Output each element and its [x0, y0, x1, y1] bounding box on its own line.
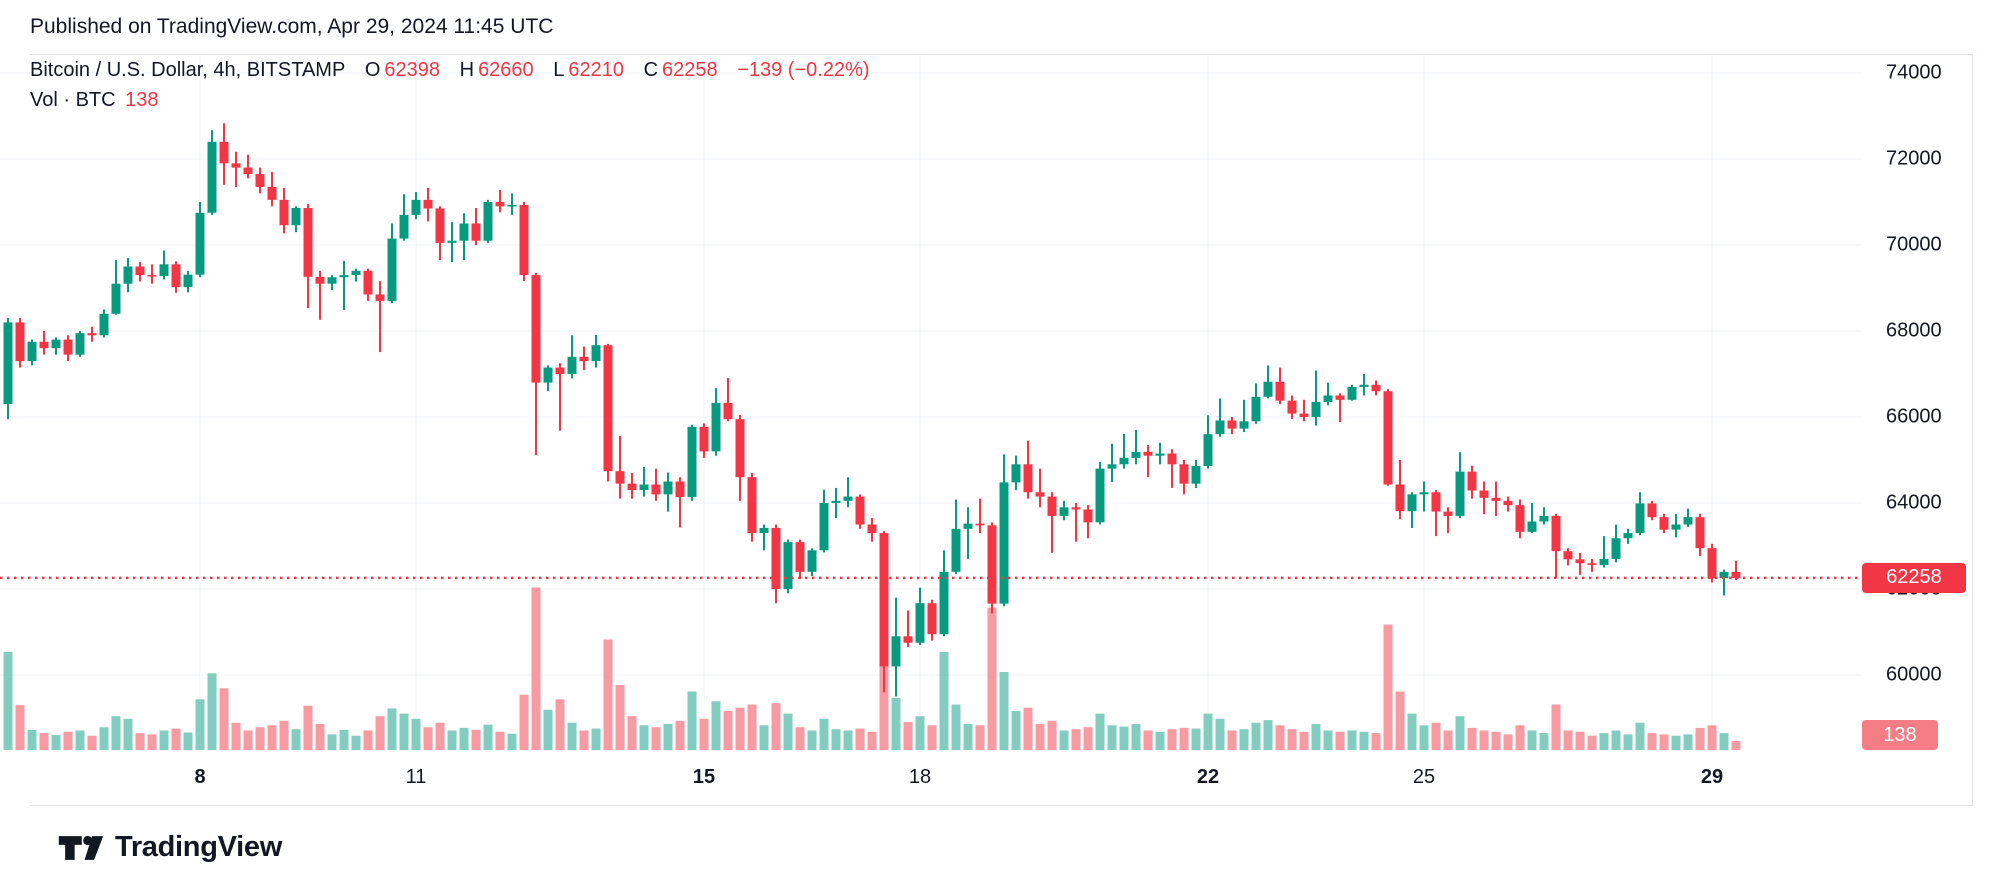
volume-value: 138: [125, 89, 159, 111]
y-axis-label: 68000: [1886, 319, 1942, 342]
chart-top-border: [30, 54, 1972, 55]
published-caption: Published on TradingView.com, Apr 29, 20…: [30, 15, 554, 38]
low-value: 62210: [568, 59, 624, 81]
symbol-title: Bitcoin / U.S. Dollar, 4h, BITSTAMP: [30, 59, 346, 81]
symbol-ohlc-row: Bitcoin / U.S. Dollar, 4h, BITSTAMP O 623…: [30, 59, 874, 82]
x-axis-label: 15: [692, 766, 716, 788]
last-volume-badge: 138: [1862, 720, 1938, 750]
low-label: L: [553, 59, 565, 81]
tradingview-logo-icon: [58, 835, 104, 860]
y-axis-label: 74000: [1886, 61, 1942, 84]
x-axis-label: 8: [194, 766, 206, 788]
volume-row: Vol · BTC 138: [30, 89, 874, 112]
x-axis-label: 29: [1700, 766, 1724, 788]
close-label: C: [643, 59, 659, 81]
open-label: O: [364, 59, 381, 81]
close-value: 62258: [662, 59, 718, 81]
x-axis-label: 25: [1412, 766, 1436, 788]
y-axis-label: 60000: [1886, 663, 1942, 686]
y-axis-label: 66000: [1886, 405, 1942, 428]
x-axis-label: 11: [405, 766, 427, 788]
y-axis-label: 72000: [1886, 147, 1942, 170]
tradingview-brand-text: TradingView: [115, 831, 282, 863]
chart-right-border: [1972, 54, 1973, 806]
y-axis-label: 64000: [1886, 491, 1942, 514]
y-axis-label: 70000: [1886, 233, 1942, 256]
open-value: 62398: [384, 59, 441, 81]
x-axis-label: 22: [1196, 766, 1220, 788]
tradingview-footer[interactable]: TradingView: [58, 831, 282, 864]
high-label: H: [459, 59, 475, 81]
high-value: 62660: [478, 59, 534, 81]
last-price-badge: 62258: [1862, 562, 1966, 593]
change-value: −139 (−0.22%): [737, 59, 870, 81]
volume-label: Vol · BTC: [30, 89, 116, 111]
x-axis-label: 18: [908, 766, 932, 788]
chart-legend: Bitcoin / U.S. Dollar, 4h, BITSTAMP O 623…: [30, 59, 874, 112]
chart-bottom-border: [30, 805, 1972, 806]
